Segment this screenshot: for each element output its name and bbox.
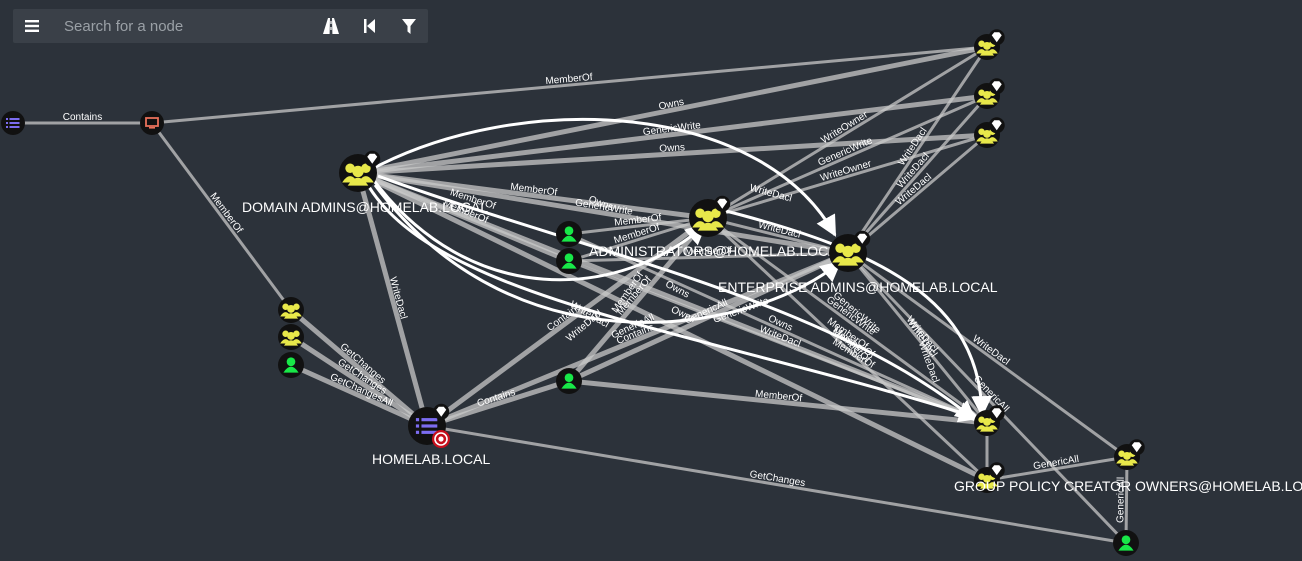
node-label: DOMAIN ADMINS@HOMELAB.LOCAL — [242, 199, 488, 215]
edge-line[interactable] — [568, 378, 988, 426]
node-label: GROUP POLICY CREATOR OWNERS@HOMELAB.LOCA… — [954, 478, 1302, 494]
edge-line[interactable] — [847, 251, 1128, 459]
road-icon[interactable] — [311, 9, 350, 43]
highlighted-path-edge[interactable] — [721, 208, 993, 418]
node-administrators[interactable]: group-iconADMINISTRATORS@HOMELAB.LOCAL — [589, 195, 846, 259]
node-lu[interactable]: user-icon — [278, 352, 304, 378]
edge-line[interactable] — [846, 251, 1128, 545]
node-homelab[interactable]: domain-iconHOMELAB.LOCAL — [372, 403, 490, 467]
node-gpco[interactable]: group-iconGROUP POLICY CREATOR OWNERS@HO… — [954, 462, 1302, 494]
highlighted-path-edge[interactable] — [363, 179, 981, 423]
edge-line[interactable] — [150, 122, 293, 311]
edge-line[interactable] — [568, 259, 988, 425]
high-value-diamond-icon — [433, 403, 450, 420]
edge-line[interactable] — [426, 250, 849, 429]
edge-label: WriteDacl — [970, 333, 1011, 367]
edge-line[interactable] — [426, 424, 1127, 545]
edge-line[interactable] — [1124, 456, 1129, 544]
high-value-diamond-icon — [714, 195, 731, 212]
node-u2[interactable]: user-icon — [556, 248, 582, 274]
edge-label: MemberOf — [207, 191, 244, 236]
highlighted-path-edge[interactable] — [370, 177, 707, 282]
node-label: ENTERPRISE ADMINS@HOMELAB.LOCAL — [718, 279, 998, 295]
edge-line[interactable] — [846, 252, 989, 424]
edge-line[interactable] — [289, 362, 429, 429]
edge-line[interactable] — [847, 133, 988, 255]
node-comp[interactable]: computer-icon — [140, 111, 164, 135]
step-back-icon[interactable] — [350, 9, 389, 43]
edge-line[interactable] — [357, 170, 849, 256]
edge-line[interactable] — [707, 45, 988, 220]
edge-label: Owns — [659, 142, 685, 155]
high-value-diamond-icon — [364, 150, 381, 167]
edges-layer — [13, 44, 1129, 545]
high-value-diamond-icon — [854, 230, 871, 247]
hamburger-menu-icon[interactable] — [13, 9, 51, 43]
edge-line[interactable] — [355, 172, 430, 427]
edge-line[interactable] — [426, 378, 570, 429]
search-toolbar — [13, 9, 428, 43]
node-g5[interactable]: group-icon — [1114, 439, 1145, 470]
edge-label: MemberOf — [614, 212, 662, 228]
node-ou[interactable]: list-icon — [1, 111, 25, 135]
edge-line[interactable] — [357, 44, 988, 176]
target-icon — [432, 430, 450, 448]
node-domain-admins[interactable]: group-iconDOMAIN ADMINS@HOMELAB.LOCAL — [242, 150, 488, 215]
node-label: HOMELAB.LOCAL — [372, 451, 490, 467]
node-u3[interactable]: user-icon — [556, 368, 582, 394]
highlighted-path-edge[interactable] — [377, 174, 977, 422]
edge-line[interactable] — [357, 170, 709, 221]
high-value-diamond-icon — [988, 78, 1005, 95]
edge-line[interactable] — [706, 216, 989, 482]
node-enterprise-admins[interactable]: group-iconENTERPRISE ADMINS@HOMELAB.LOCA… — [718, 230, 998, 295]
edge-line[interactable] — [568, 251, 849, 263]
edge-label: MemberOf — [754, 389, 802, 405]
node-g4[interactable]: group-icon — [974, 405, 1005, 436]
edge-line[interactable] — [986, 455, 1128, 482]
node-l1[interactable]: group-icon — [278, 297, 304, 323]
edge-label: GenericAll — [1115, 477, 1127, 523]
edge-line[interactable] — [846, 95, 989, 254]
node-label: ADMINISTRATORS@HOMELAB.LOCAL — [589, 243, 846, 259]
high-value-diamond-icon — [988, 117, 1005, 134]
edge-label: MemberOf — [685, 245, 733, 257]
edge-line[interactable] — [357, 93, 988, 176]
edge-label: MemberOf — [545, 72, 593, 87]
edge-label: Owns — [658, 97, 685, 113]
search-input[interactable] — [51, 9, 311, 43]
edge-line[interactable] — [151, 45, 988, 125]
nodes-layer: list-iconcomputer-icongroup-iconDOMAIN A… — [1, 29, 1302, 556]
node-l2[interactable]: group-icon — [278, 324, 304, 350]
edge-line[interactable] — [846, 46, 989, 254]
node-g2[interactable]: group-icon — [974, 78, 1005, 109]
edge-label: WriteDacl — [748, 183, 793, 205]
node-u1[interactable]: user-icon — [556, 221, 582, 247]
high-value-diamond-icon — [988, 405, 1005, 422]
edge-label: Contains — [63, 112, 102, 123]
node-u4[interactable]: user-icon — [1113, 530, 1139, 556]
high-value-diamond-icon — [988, 29, 1005, 46]
high-value-diamond-icon — [988, 462, 1005, 479]
filter-icon[interactable] — [389, 9, 428, 43]
high-value-diamond-icon — [1128, 439, 1145, 456]
edge-line[interactable] — [289, 308, 429, 428]
highlighted-path-edge[interactable] — [369, 117, 837, 237]
edge-line[interactable] — [707, 216, 849, 255]
edge-line[interactable] — [568, 216, 709, 236]
node-g1[interactable]: group-icon — [974, 29, 1005, 60]
edge-line[interactable] — [707, 216, 988, 425]
edge-line[interactable] — [425, 215, 710, 429]
edge-line[interactable] — [289, 334, 429, 429]
node-g3[interactable]: group-icon — [974, 117, 1005, 148]
